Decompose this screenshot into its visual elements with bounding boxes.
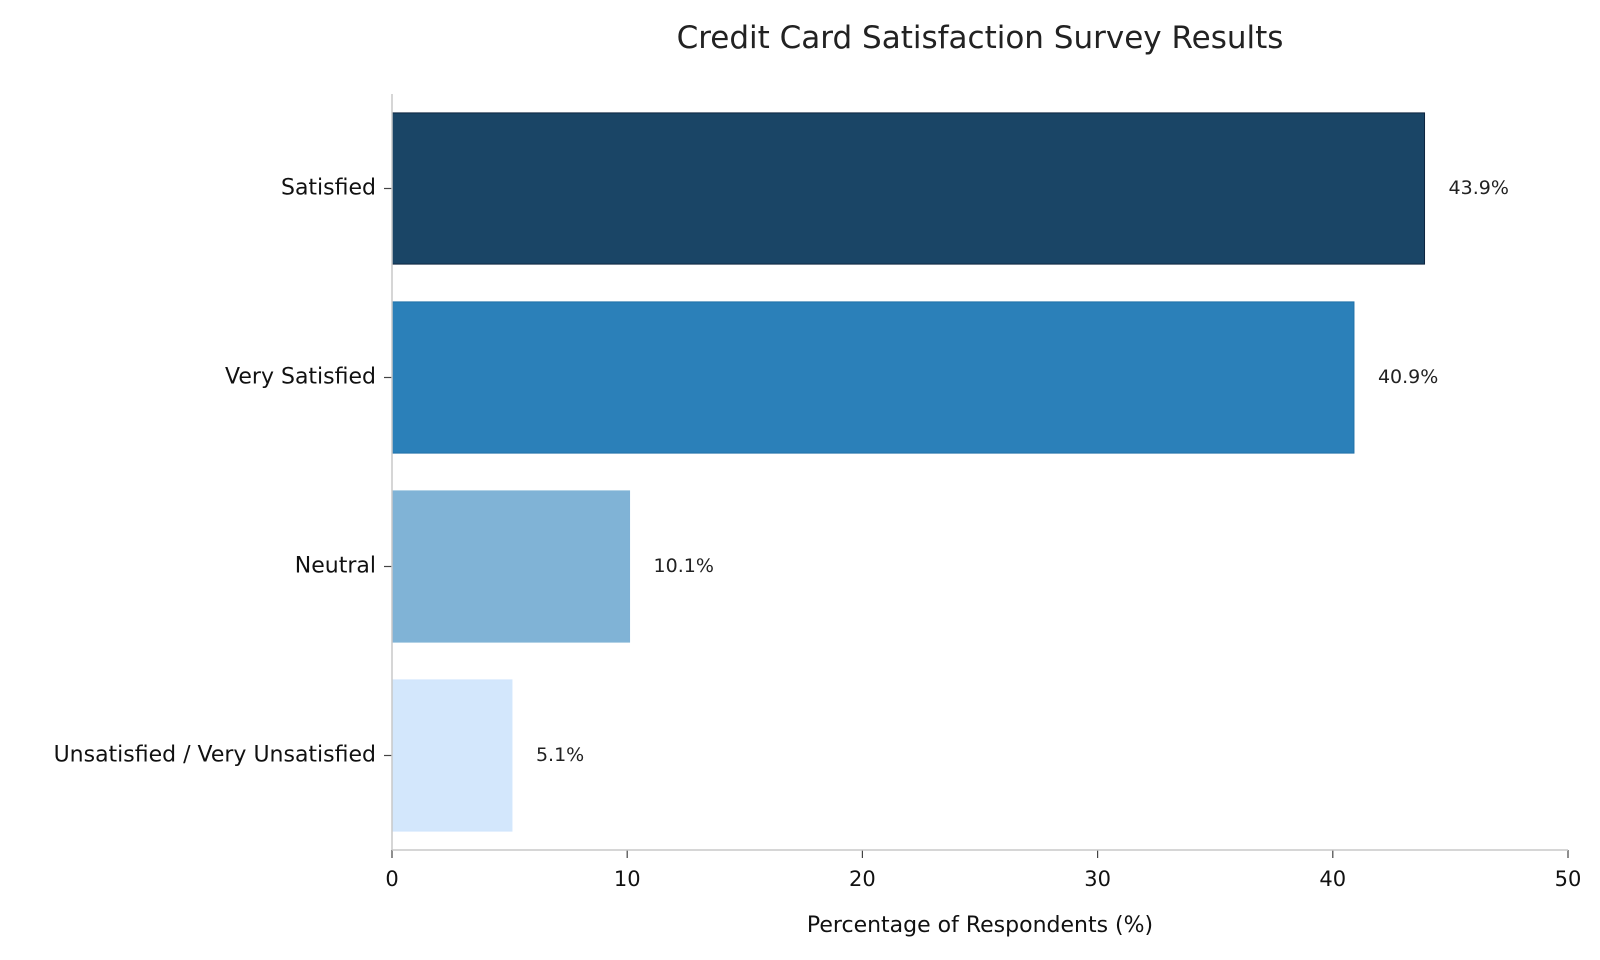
value-label-0: 43.9% xyxy=(1449,177,1509,199)
category-label-1: Very Satisfied xyxy=(225,365,376,390)
x-tick-label-3: 30 xyxy=(1084,867,1111,891)
bars-group xyxy=(391,112,1426,832)
value-label-1: 40.9% xyxy=(1378,366,1438,388)
category-label-0: Satisfied xyxy=(281,176,376,201)
x-tick-label-2: 20 xyxy=(849,867,876,891)
x-tick-label-4: 40 xyxy=(1319,867,1346,891)
category-labels-group: Satisfied Very Satisfied Neutral Unsatisfie… xyxy=(54,176,392,768)
bar-0 xyxy=(391,112,1426,265)
x-ticks-group: 0 10 20 30 40 50 xyxy=(385,850,1581,891)
x-axis-title: Percentage of Respondents (%) xyxy=(807,913,1153,938)
x-tick-label-5: 50 xyxy=(1555,867,1582,891)
value-label-3: 5.1% xyxy=(536,744,584,766)
bar-2 xyxy=(391,490,631,643)
x-tick-label-0: 0 xyxy=(385,867,398,891)
value-label-2: 10.1% xyxy=(654,555,714,577)
chart-title: Credit Card Satisfaction Survey Results xyxy=(677,20,1284,56)
x-tick-label-1: 10 xyxy=(614,867,641,891)
value-labels-group: 43.9% 40.9% 10.1% 5.1% xyxy=(536,177,1509,766)
category-label-2: Neutral xyxy=(295,554,376,579)
bar-1 xyxy=(391,301,1355,454)
bar-3 xyxy=(391,679,513,832)
category-label-3: Unsatisfied / Very Unsatisfied xyxy=(54,743,376,768)
